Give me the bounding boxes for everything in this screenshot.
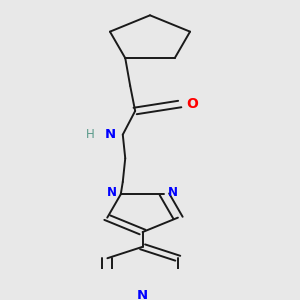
Text: H: H	[86, 128, 95, 141]
Text: N: N	[168, 186, 178, 199]
Text: N: N	[137, 289, 148, 300]
Text: N: N	[105, 128, 116, 141]
Text: O: O	[186, 97, 198, 111]
Text: N: N	[107, 186, 117, 199]
